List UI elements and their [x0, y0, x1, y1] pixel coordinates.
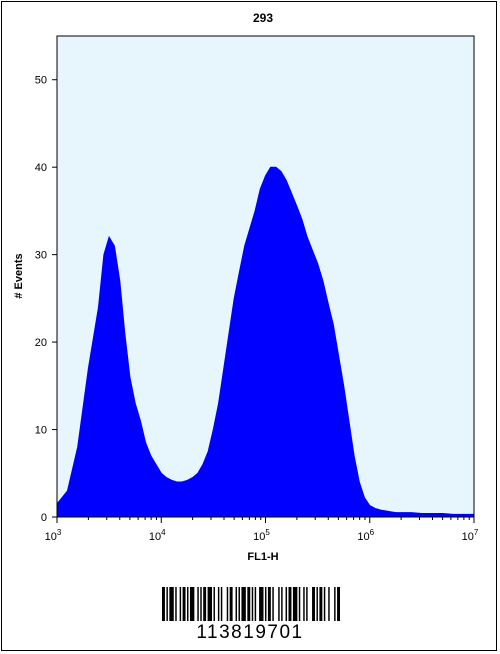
- barcode-bar: [298, 587, 301, 621]
- y-tick-label: 10: [35, 425, 47, 437]
- y-axis-label: # Events: [13, 253, 25, 298]
- barcode-bar: [312, 587, 315, 621]
- x-axis: 103 104 105 106 107: [45, 517, 479, 543]
- barcode-bar: [220, 587, 223, 621]
- x-tick-label: 105: [253, 528, 270, 543]
- x-axis-label: FL1-H: [247, 551, 278, 563]
- barcode-bar: [203, 587, 207, 621]
- barcode-bar: [226, 587, 229, 621]
- barcode-bar: [272, 587, 274, 621]
- barcode-bar: [319, 587, 323, 621]
- x-tick-label: 106: [357, 528, 374, 543]
- y-tick-label: 40: [35, 162, 47, 174]
- barcode-bar: [328, 587, 330, 621]
- barcode-bars: [162, 587, 340, 621]
- barcode-bar: [213, 587, 215, 621]
- barcode-bar: [334, 587, 336, 621]
- barcode-bar: [337, 587, 340, 621]
- barcode-bar: [278, 587, 280, 621]
- barcode-bar: [247, 587, 251, 621]
- barcode-bar: [254, 587, 257, 621]
- barcode-bar: [251, 587, 254, 621]
- plot-area: [56, 35, 475, 518]
- barcode-bar: [166, 587, 168, 621]
- barcode-bar: [292, 587, 298, 621]
- barcode-bar: [303, 587, 305, 621]
- barcode-bar: [217, 587, 220, 621]
- x-tick-label: 104: [149, 528, 166, 543]
- y-tick-label: 50: [35, 75, 47, 87]
- barcode-bar: [323, 587, 326, 621]
- barcode-number: 113819701: [196, 622, 304, 643]
- barcode-bar: [187, 587, 189, 621]
- barcode-bar: [169, 587, 174, 621]
- barcode-bar: [175, 587, 177, 621]
- chart-title: 293: [253, 11, 273, 25]
- x-tick-label: 103: [45, 528, 62, 543]
- barcode-bar: [267, 587, 271, 621]
- barcode-bar: [316, 587, 318, 621]
- barcode: 113819701: [0, 585, 500, 645]
- barcode-bar: [238, 587, 240, 621]
- barcode-bar: [281, 587, 283, 621]
- y-tick-label: 30: [35, 250, 47, 262]
- barcode-bar: [200, 587, 202, 621]
- barcode-bar: [288, 587, 292, 621]
- barcode-bar: [285, 587, 288, 621]
- barcode-bar: [182, 587, 186, 621]
- barcode-bar: [207, 587, 213, 621]
- y-tick-label: 0: [41, 512, 47, 524]
- barcode-bar: [259, 587, 264, 621]
- flow-cytometry-histogram: 293 0 10 20 30 40 50 103 104 105 106 107 FL1-H # …: [13, 11, 479, 563]
- barcode-bar: [306, 587, 308, 621]
- barcode-bar: [179, 587, 182, 621]
- barcode-bar: [189, 587, 195, 621]
- barcode-bar: [264, 587, 267, 621]
- y-tick-label: 20: [35, 337, 47, 349]
- barcode-bar: [235, 587, 238, 621]
- barcode-bar: [241, 587, 246, 621]
- barcode-bar: [229, 587, 233, 621]
- barcode-bar: [162, 587, 165, 621]
- x-tick-label: 107: [462, 528, 479, 543]
- histogram-series-0: [56, 166, 475, 518]
- barcode-bar: [197, 587, 199, 621]
- y-axis: 0 10 20 30 40 50: [35, 75, 57, 524]
